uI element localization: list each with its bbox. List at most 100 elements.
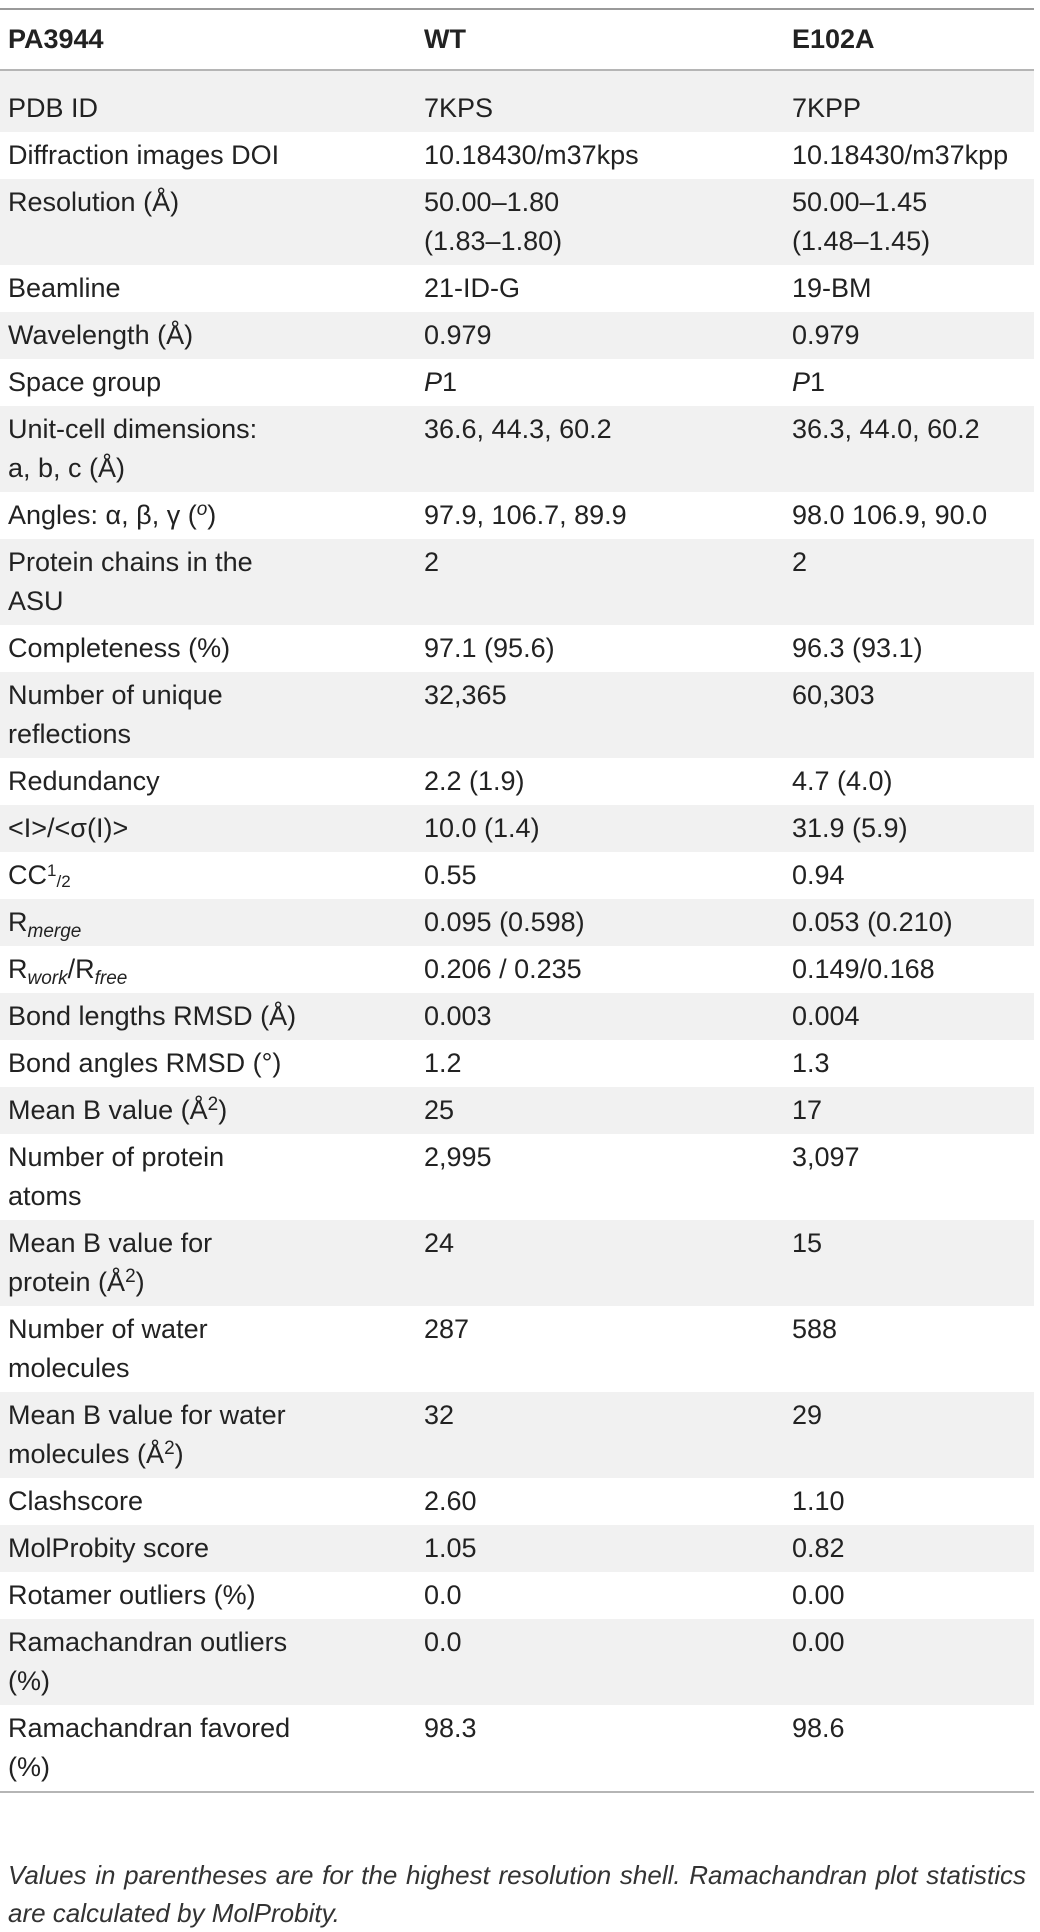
wt-value: 2 — [424, 547, 440, 577]
e102a-value: 10.18430/m37kpp — [792, 140, 1009, 170]
degree-superscript: o — [196, 499, 208, 520]
row-label-line: Protein chains in the — [8, 547, 253, 577]
e102a-value: 3,097 — [792, 1142, 860, 1172]
e102a-value: 0.00 — [792, 1627, 845, 1657]
wt-value: 2,995 — [424, 1142, 492, 1172]
table-row: Completeness (%) 97.1 (95.6) 96.3 (93.1) — [0, 625, 1034, 672]
wt-value: 0.0 — [424, 1580, 462, 1610]
header-protein: PA3944 — [8, 24, 104, 54]
table-row: PDB ID 7KPS 7KPP — [0, 70, 1034, 132]
row-label: Number of water molecules — [0, 1306, 416, 1392]
row-label: Beamline — [8, 273, 121, 303]
row-label: Rotamer outliers (%) — [8, 1580, 256, 1610]
space-group-number: 1 — [442, 367, 458, 397]
wt-value: 2.60 — [424, 1486, 477, 1516]
table-row: Mean B value for protein (Å2) 24 15 — [0, 1220, 1034, 1306]
row-label: Bond angles RMSD (°) — [8, 1048, 282, 1078]
row-label-text: R — [8, 907, 28, 937]
row-label: Redundancy — [8, 766, 160, 796]
row-label: Mean B value for water molecules (Å2) — [0, 1392, 416, 1478]
wt-value: 1.05 — [424, 1533, 477, 1563]
e102a-value: 588 — [792, 1314, 838, 1344]
e102a-value: 0.00 — [792, 1580, 845, 1610]
space-group-italic: P — [792, 367, 811, 397]
e102a-value: 98.6 — [792, 1713, 845, 1743]
row-label: Space group — [8, 367, 162, 397]
wt-value: P1 — [416, 359, 784, 406]
table-row: Space group P1 P1 — [0, 359, 1034, 406]
row-label: Protein chains in the ASU — [0, 539, 416, 625]
table-row: Mean B value (Å2) 25 17 — [0, 1087, 1034, 1134]
e102a-value: 0.94 — [792, 860, 845, 890]
wt-value: 50.00–1.80 (1.83–1.80) — [416, 179, 784, 265]
wt-value: 25 — [424, 1095, 455, 1125]
row-label: Completeness (%) — [8, 633, 231, 663]
e102a-value: 7KPP — [792, 93, 862, 123]
table-row: Clashscore 2.60 1.10 — [0, 1478, 1034, 1525]
wt-value: 0.095 (0.598) — [424, 907, 585, 937]
row-label-line: Ramachandran outliers — [8, 1627, 288, 1657]
row-label-line: molecules — [8, 1353, 130, 1383]
table-row: Number of protein atoms 2,995 3,097 — [0, 1134, 1034, 1220]
table-row: Diffraction images DOI 10.18430/m37kps 1… — [0, 132, 1034, 179]
wt-value: 97.9, 106.7, 89.9 — [424, 500, 627, 530]
row-label-line: ASU — [8, 586, 64, 616]
table-body: PDB ID 7KPS 7KPP Diffraction images DOI … — [0, 70, 1034, 1792]
table-row: Redundancy 2.2 (1.9) 4.7 (4.0) — [0, 758, 1034, 805]
row-label: CC1/2 — [8, 860, 71, 891]
table-row: Angles: α, β, γ (o) 97.9, 106.7, 89.9 98… — [0, 492, 1034, 539]
e102a-value-line: 50.00–1.45 — [792, 187, 928, 217]
table-header: PA3944 WT E102A — [0, 9, 1034, 70]
row-label: Number of unique reflections — [0, 672, 416, 758]
row-label-text: ) — [207, 500, 217, 530]
table-row: Bond angles RMSD (°) 1.2 1.3 — [0, 1040, 1034, 1087]
wt-value: 7KPS — [424, 93, 494, 123]
row-label-text: R — [8, 954, 28, 984]
row-label-line: (%) — [8, 1752, 50, 1782]
table-row: Bond lengths RMSD (Å) 0.003 0.004 — [0, 993, 1034, 1040]
row-label-line: a, b, c (Å) — [8, 453, 126, 483]
e102a-value: 19-BM — [792, 273, 872, 303]
e102a-value: 0.979 — [792, 320, 860, 350]
e102a-value: 31.9 (5.9) — [792, 813, 908, 843]
wt-value: 287 — [424, 1314, 470, 1344]
wt-value: 0.55 — [424, 860, 477, 890]
row-label-text: Mean B value (Å — [8, 1095, 208, 1125]
row-label: MolProbity score — [8, 1533, 210, 1563]
wt-value-line: 50.00–1.80 — [424, 187, 560, 217]
e102a-value: 2 — [792, 547, 808, 577]
wt-value: 97.1 (95.6) — [424, 633, 555, 663]
space-group-number: 1 — [810, 367, 826, 397]
e102a-value: 0.82 — [792, 1533, 845, 1563]
row-label: Mean B value (Å2) — [0, 1087, 416, 1134]
row-label-text: protein (Å — [8, 1267, 126, 1297]
wt-value: 2.2 (1.9) — [424, 766, 525, 796]
table-row: Rotamer outliers (%) 0.0 0.00 — [0, 1572, 1034, 1619]
e102a-value: 50.00–1.45 (1.48–1.45) — [784, 179, 1034, 265]
row-label-line: atoms — [8, 1181, 82, 1211]
superscript: 2 — [164, 1438, 175, 1459]
row-label: Diffraction images DOI — [8, 140, 280, 170]
e102a-value: 0.053 (0.210) — [792, 907, 953, 937]
e102a-value-line: (1.48–1.45) — [792, 226, 931, 256]
e102a-value: 29 — [792, 1400, 823, 1430]
table-row: Rwork/Rfree 0.206 / 0.235 0.149/0.168 — [0, 946, 1034, 993]
table-row: Ramachandran favored (%) 98.3 98.6 — [0, 1705, 1034, 1792]
row-label-text: molecules (Å — [8, 1439, 165, 1469]
table-footnote: Values in parentheses are for the highes… — [8, 1860, 1026, 1928]
row-label-text: ) — [135, 1267, 145, 1297]
row-label: Number of protein atoms — [0, 1134, 416, 1220]
fraction-denominator: 2 — [61, 872, 71, 891]
header-wt: WT — [424, 24, 466, 54]
wt-value: 0.979 — [424, 320, 492, 350]
table-row: Beamline 21-ID-G 19-BM — [0, 265, 1034, 312]
row-label-text: ) — [174, 1439, 184, 1469]
e102a-value: P1 — [784, 359, 1034, 406]
row-label: Ramachandran outliers (%) — [0, 1619, 416, 1705]
subscript: work — [27, 968, 68, 989]
wt-value: 21-ID-G — [424, 273, 521, 303]
crystallography-table: PA3944 WT E102A PDB ID 7KPS 7KPP Diffrac… — [0, 8, 1034, 1793]
row-label: Resolution (Å) — [8, 187, 180, 217]
table-row: Number of unique reflections 32,365 60,30… — [0, 672, 1034, 758]
